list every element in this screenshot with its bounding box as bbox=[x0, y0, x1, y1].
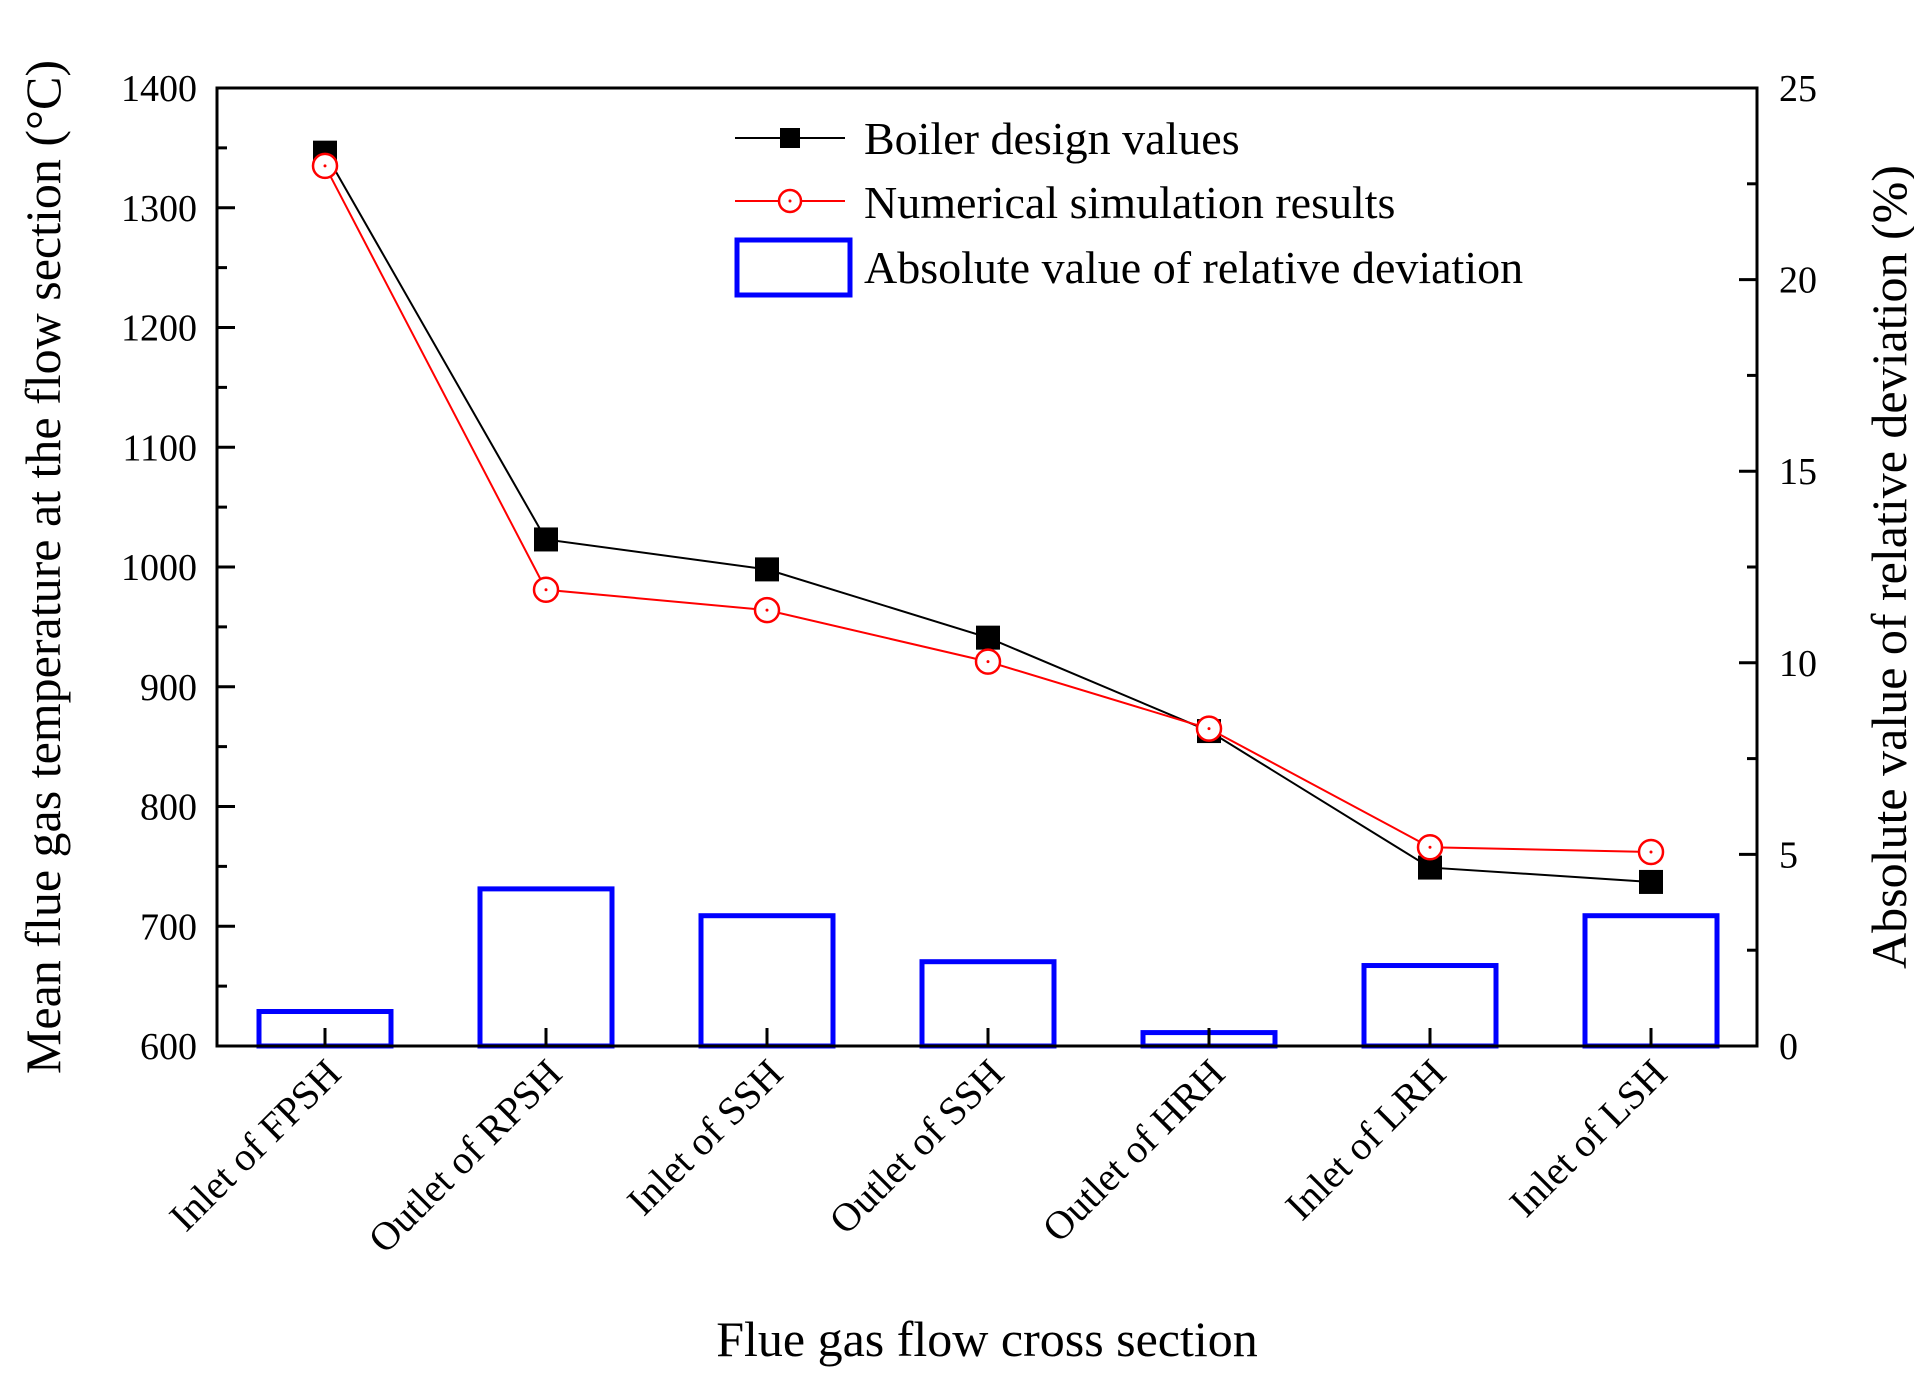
legend-label-simulation: Numerical simulation results bbox=[864, 177, 1395, 228]
legend-item-simulation: Numerical simulation results bbox=[735, 177, 1395, 228]
y2-tick-label: 5 bbox=[1779, 834, 1798, 876]
point-simulation-center bbox=[1649, 850, 1653, 854]
legend-label-design: Boiler design values bbox=[864, 113, 1240, 164]
x-tick-label: Inlet of LSH bbox=[1501, 1051, 1676, 1226]
legend-item-design: Boiler design values bbox=[735, 113, 1240, 164]
point-simulation-center bbox=[1207, 727, 1211, 731]
y2-tick-label: 10 bbox=[1779, 643, 1817, 685]
y2-tick-label: 15 bbox=[1779, 451, 1817, 493]
legend: Boiler design values Numerical simulatio… bbox=[734, 113, 1523, 298]
bar-layer bbox=[256, 886, 1720, 1049]
left-y-axis: 600 700 800 900 1000 1100 1200 1300 1400 bbox=[121, 68, 235, 1068]
y-tick-label: 800 bbox=[140, 787, 197, 829]
y2-tick-label: 25 bbox=[1779, 68, 1817, 110]
x-tick-label: Inlet of LRH bbox=[1276, 1051, 1454, 1229]
right-y-axis: 0 5 10 15 20 25 bbox=[1739, 68, 1817, 1068]
legend-marker-circle-dot bbox=[788, 199, 792, 203]
y2-axis-title: Absolute value of relative deviation (%) bbox=[1861, 165, 1914, 969]
x-tick-label: Inlet of FPSH bbox=[160, 1051, 349, 1240]
legend-marker-bar bbox=[734, 237, 853, 298]
bar bbox=[477, 886, 615, 1049]
y-tick-label: 900 bbox=[140, 667, 197, 709]
x-axis-title: Flue gas flow cross section bbox=[716, 1311, 1258, 1367]
x-tick-label: Outlet of HRH bbox=[1033, 1051, 1233, 1251]
point-design bbox=[755, 557, 779, 582]
point-design bbox=[976, 625, 1000, 650]
y-tick-label: 600 bbox=[140, 1026, 197, 1068]
y2-tick-label: 0 bbox=[1779, 1026, 1798, 1068]
point-simulation-center bbox=[765, 608, 769, 612]
y-tick-label: 1000 bbox=[121, 547, 197, 589]
y-tick-label: 1400 bbox=[121, 68, 197, 110]
plot-frame bbox=[215, 86, 1759, 1048]
y-tick-label: 1300 bbox=[121, 188, 197, 230]
legend-label-deviation: Absolute value of relative deviation bbox=[864, 242, 1523, 293]
y-tick-label: 1100 bbox=[122, 427, 197, 469]
x-tick-label: Inlet of SSH bbox=[618, 1051, 791, 1224]
y2-tick-label: 20 bbox=[1779, 260, 1817, 302]
bar bbox=[1582, 913, 1720, 1049]
x-tick-label: Outlet of RPSH bbox=[359, 1051, 570, 1262]
x-tick-label: Outlet of SSH bbox=[820, 1051, 1012, 1243]
point-simulation-center bbox=[986, 660, 990, 664]
bar bbox=[698, 913, 836, 1049]
legend-item-deviation: Absolute value of relative deviation bbox=[734, 237, 1523, 298]
point-simulation-center bbox=[544, 588, 548, 592]
legend-marker-square bbox=[780, 128, 800, 148]
point-simulation-center bbox=[1428, 845, 1432, 849]
point-design bbox=[1639, 869, 1663, 894]
y-tick-label: 700 bbox=[140, 906, 197, 948]
point-design bbox=[534, 527, 558, 552]
point-simulation-center bbox=[323, 164, 327, 168]
y-axis-title: Mean flue gas temperature at the flow se… bbox=[15, 60, 71, 1074]
y-tick-label: 1200 bbox=[121, 308, 197, 350]
line-layer bbox=[311, 140, 1665, 894]
x-axis: Inlet of FPSH Outlet of RPSH Inlet of SSH O… bbox=[160, 1028, 1675, 1262]
